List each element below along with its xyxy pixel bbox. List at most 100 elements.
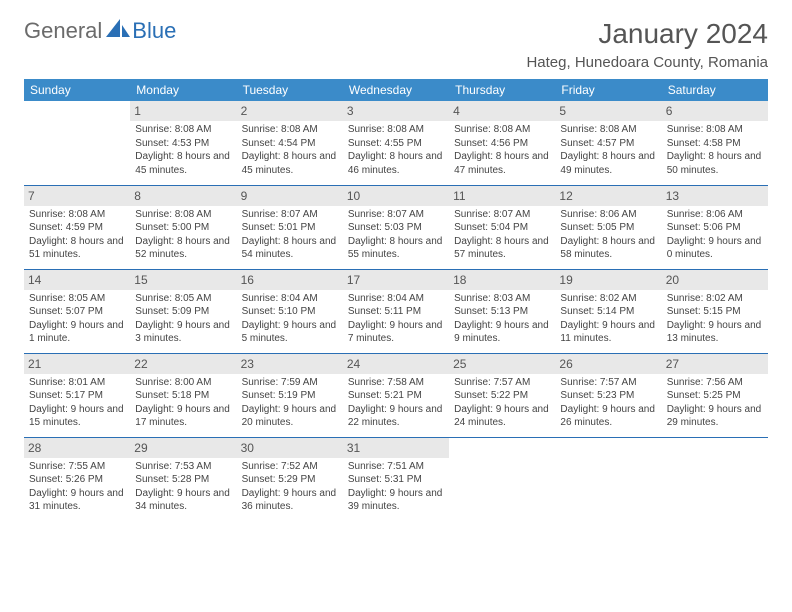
sunset-text: Sunset: 5:28 PM <box>135 473 231 487</box>
calendar-week-row: 14Sunrise: 8:05 AMSunset: 5:07 PMDayligh… <box>24 269 768 353</box>
sunrise-text: Sunrise: 8:03 AM <box>454 292 550 306</box>
calendar-day-cell: 12Sunrise: 8:06 AMSunset: 5:05 PMDayligh… <box>555 185 661 269</box>
calendar-day-cell: 21 Sunrise: 8:01 AMSunset: 5:17 PMDayligh… <box>24 353 130 437</box>
daylight-text: Daylight: 9 hours and 3 minutes. <box>135 319 231 346</box>
sunrise-text: Sunrise: 8:08 AM <box>348 123 444 137</box>
calendar-day-cell: 9Sunrise: 8:07 AMSunset: 5:01 PMDaylight… <box>237 185 343 269</box>
day-number: 21 <box>24 354 130 374</box>
daylight-text: Daylight: 9 hours and 34 minutes. <box>135 487 231 514</box>
day-number: 9 <box>237 186 343 206</box>
sunrise-text: Sunrise: 8:08 AM <box>560 123 656 137</box>
day-number: 29 <box>130 438 236 458</box>
sunset-text: Sunset: 5:10 PM <box>242 305 338 319</box>
sunrise-text: Sunrise: 8:08 AM <box>29 208 125 222</box>
day-number: 26 <box>555 354 661 374</box>
daylight-text: Daylight: 9 hours and 39 minutes. <box>348 487 444 514</box>
daylight-text: Daylight: 8 hours and 46 minutes. <box>348 150 444 177</box>
sunrise-text: Sunrise: 8:08 AM <box>135 123 231 137</box>
sunrise-text: Sunrise: 7:53 AM <box>135 460 231 474</box>
logo-text-blue: Blue <box>132 18 176 44</box>
daylight-text: Daylight: 9 hours and 31 minutes. <box>29 487 125 514</box>
sunset-text: Sunset: 5:23 PM <box>560 389 656 403</box>
sunset-text: Sunset: 5:11 PM <box>348 305 444 319</box>
day-number: 10 <box>343 186 449 206</box>
calendar-week-row: 1Sunrise: 8:08 AMSunset: 4:53 PMDaylight… <box>24 101 768 185</box>
daylight-text: Daylight: 8 hours and 47 minutes. <box>454 150 550 177</box>
sunrise-text: Sunrise: 8:02 AM <box>667 292 763 306</box>
calendar-day-cell <box>449 437 555 521</box>
day-number: 25 <box>449 354 555 374</box>
day-number: 4 <box>449 101 555 121</box>
calendar-day-cell: 17Sunrise: 8:04 AMSunset: 5:11 PMDayligh… <box>343 269 449 353</box>
day-number: 18 <box>449 270 555 290</box>
weekday-header: Wednesday <box>343 79 449 101</box>
daylight-text: Daylight: 9 hours and 5 minutes. <box>242 319 338 346</box>
sunrise-text: Sunrise: 8:02 AM <box>560 292 656 306</box>
sunrise-text: Sunrise: 7:52 AM <box>242 460 338 474</box>
sunrise-text: Sunrise: 8:01 AM <box>29 376 125 390</box>
calendar-day-cell: 27Sunrise: 7:56 AMSunset: 5:25 PMDayligh… <box>662 353 768 437</box>
calendar-day-cell <box>662 437 768 521</box>
daylight-text: Daylight: 8 hours and 52 minutes. <box>135 235 231 262</box>
logo-text-general: General <box>24 18 102 44</box>
sunrise-text: Sunrise: 7:51 AM <box>348 460 444 474</box>
sunrise-text: Sunrise: 7:59 AM <box>242 376 338 390</box>
sunset-text: Sunset: 4:59 PM <box>29 221 125 235</box>
sunrise-text: Sunrise: 8:07 AM <box>454 208 550 222</box>
sunset-text: Sunset: 4:56 PM <box>454 137 550 151</box>
daylight-text: Daylight: 9 hours and 15 minutes. <box>29 403 125 430</box>
sunrise-text: Sunrise: 8:08 AM <box>454 123 550 137</box>
calendar-day-cell: 19Sunrise: 8:02 AMSunset: 5:14 PMDayligh… <box>555 269 661 353</box>
calendar-day-cell: 10Sunrise: 8:07 AMSunset: 5:03 PMDayligh… <box>343 185 449 269</box>
day-number: 13 <box>662 186 768 206</box>
day-number: 5 <box>555 101 661 121</box>
sunset-text: Sunset: 5:15 PM <box>667 305 763 319</box>
daylight-text: Daylight: 9 hours and 36 minutes. <box>242 487 338 514</box>
sunrise-text: Sunrise: 8:00 AM <box>135 376 231 390</box>
calendar-day-cell: 31Sunrise: 7:51 AMSunset: 5:31 PMDayligh… <box>343 437 449 521</box>
sunset-text: Sunset: 5:05 PM <box>560 221 656 235</box>
day-number: 15 <box>130 270 236 290</box>
calendar-day-cell: 26Sunrise: 7:57 AMSunset: 5:23 PMDayligh… <box>555 353 661 437</box>
calendar-day-cell: 2Sunrise: 8:08 AMSunset: 4:54 PMDaylight… <box>237 101 343 185</box>
calendar-day-cell: 22Sunrise: 8:00 AMSunset: 5:18 PMDayligh… <box>130 353 236 437</box>
daylight-text: Daylight: 8 hours and 45 minutes. <box>242 150 338 177</box>
sunrise-text: Sunrise: 7:56 AM <box>667 376 763 390</box>
sunset-text: Sunset: 5:14 PM <box>560 305 656 319</box>
sunset-text: Sunset: 5:31 PM <box>348 473 444 487</box>
sunset-text: Sunset: 5:21 PM <box>348 389 444 403</box>
daylight-text: Daylight: 9 hours and 9 minutes. <box>454 319 550 346</box>
title-block: January 2024 Hateg, Hunedoara County, Ro… <box>526 18 768 71</box>
sunrise-text: Sunrise: 8:08 AM <box>242 123 338 137</box>
logo-sail-icon <box>106 19 130 37</box>
sunset-text: Sunset: 5:25 PM <box>667 389 763 403</box>
day-number: 20 <box>662 270 768 290</box>
day-number: 2 <box>237 101 343 121</box>
day-number: 30 <box>237 438 343 458</box>
day-number: 14 <box>24 270 130 290</box>
sunset-text: Sunset: 5:09 PM <box>135 305 231 319</box>
calendar-day-cell: 13Sunrise: 8:06 AMSunset: 5:06 PMDayligh… <box>662 185 768 269</box>
calendar-week-row: 7Sunrise: 8:08 AMSunset: 4:59 PMDaylight… <box>24 185 768 269</box>
weekday-header: Friday <box>555 79 661 101</box>
daylight-text: Daylight: 8 hours and 54 minutes. <box>242 235 338 262</box>
month-title: January 2024 <box>526 18 768 50</box>
sunset-text: Sunset: 5:06 PM <box>667 221 763 235</box>
calendar-day-cell: 15Sunrise: 8:05 AMSunset: 5:09 PMDayligh… <box>130 269 236 353</box>
sunset-text: Sunset: 4:57 PM <box>560 137 656 151</box>
calendar-day-cell: 24Sunrise: 7:58 AMSunset: 5:21 PMDayligh… <box>343 353 449 437</box>
sunset-text: Sunset: 5:04 PM <box>454 221 550 235</box>
day-number: 1 <box>130 101 236 121</box>
calendar-day-cell: 7Sunrise: 8:08 AMSunset: 4:59 PMDaylight… <box>24 185 130 269</box>
sunset-text: Sunset: 5:17 PM <box>29 389 125 403</box>
calendar-day-cell: 14Sunrise: 8:05 AMSunset: 5:07 PMDayligh… <box>24 269 130 353</box>
day-number: 8 <box>130 186 236 206</box>
daylight-text: Daylight: 9 hours and 0 minutes. <box>667 235 763 262</box>
sunset-text: Sunset: 5:29 PM <box>242 473 338 487</box>
sunset-text: Sunset: 5:00 PM <box>135 221 231 235</box>
page-header: General Blue January 2024 Hateg, Hunedoa… <box>24 18 768 71</box>
weekday-header: Saturday <box>662 79 768 101</box>
sunset-text: Sunset: 5:26 PM <box>29 473 125 487</box>
daylight-text: Daylight: 9 hours and 20 minutes. <box>242 403 338 430</box>
calendar-day-cell: 4 Sunrise: 8:08 AMSunset: 4:56 PMDaylight… <box>449 101 555 185</box>
